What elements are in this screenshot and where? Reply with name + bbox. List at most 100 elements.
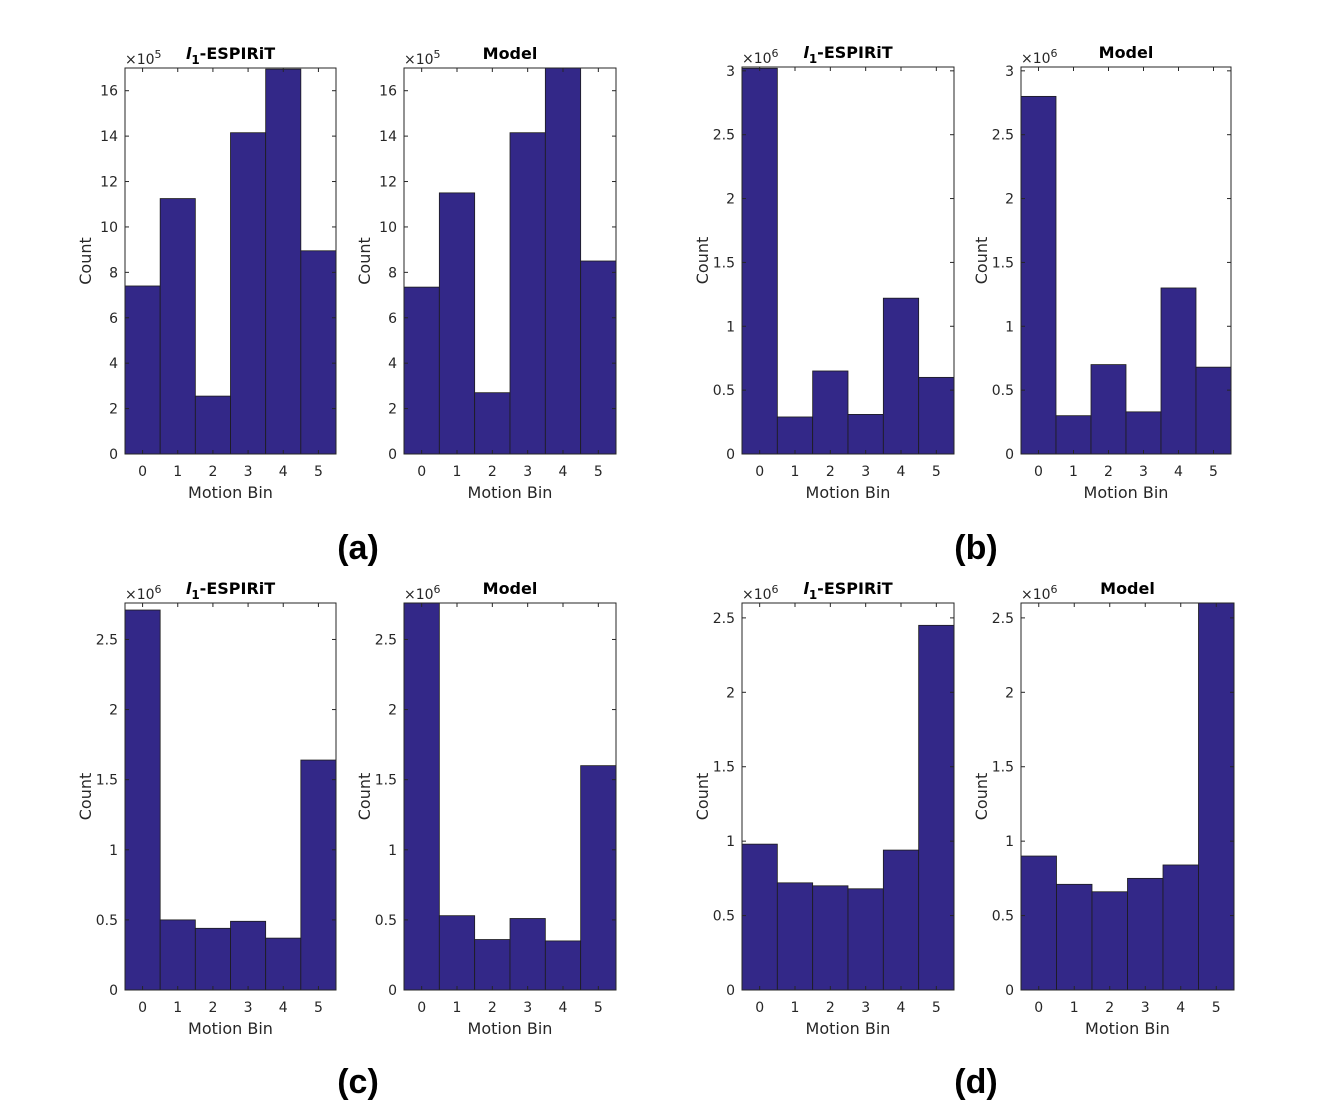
bar-5 — [1198, 602, 1235, 991]
axes-box — [124, 602, 337, 991]
y-tick-label: 8 — [109, 265, 118, 281]
chart-title: Model — [1100, 579, 1155, 598]
bar-2 — [194, 927, 231, 991]
y-tick-label: 0 — [1005, 447, 1014, 463]
y-tick-label: 1.5 — [713, 760, 735, 776]
bar-1 — [1055, 415, 1092, 455]
x-axis-label: Motion Bin — [806, 1019, 891, 1038]
bar-4 — [1162, 864, 1199, 991]
x-axis-label: Motion Bin — [806, 483, 891, 502]
x-axis-label: Motion Bin — [468, 483, 553, 502]
y-tick-label: 16 — [379, 84, 397, 100]
bar-1 — [776, 416, 814, 455]
exponent-label: ×105 — [404, 48, 441, 68]
y-tick-label: 0 — [388, 447, 397, 463]
y-axis-label: Count — [972, 237, 991, 285]
x-tick-label: 2 — [488, 1000, 497, 1016]
x-tick-label: 3 — [1141, 1000, 1150, 1016]
x-tick-label: 5 — [1212, 1000, 1221, 1016]
y-axis-label: Count — [972, 773, 991, 821]
axes-box — [1020, 602, 1235, 991]
x-tick-label: 4 — [559, 1000, 568, 1016]
bar-5 — [918, 376, 955, 455]
x-tick-label: 3 — [861, 464, 870, 480]
y-tick-label: 0.5 — [992, 909, 1014, 925]
x-tick-label: 5 — [314, 464, 323, 480]
y-tick-label: 1 — [1005, 834, 1014, 850]
x-tick-label: 2 — [488, 464, 497, 480]
y-tick-label: 1 — [388, 843, 397, 859]
y-tick-label: 2 — [109, 703, 118, 719]
bar-1 — [1056, 883, 1093, 991]
bar-1 — [159, 919, 196, 991]
chart-title: Model — [1099, 43, 1154, 62]
chart-title: l1-ESPIRiT — [186, 44, 275, 67]
y-tick-label: 10 — [379, 220, 397, 236]
bar-3 — [847, 888, 884, 991]
y-tick-label: 0.5 — [713, 383, 735, 399]
y-tick-label: 10 — [100, 220, 118, 236]
exponent-label: ×106 — [742, 47, 779, 67]
x-tick-label: 0 — [755, 1000, 764, 1016]
x-tick-label: 0 — [138, 464, 147, 480]
y-tick-label: 4 — [109, 356, 118, 372]
x-tick-label: 4 — [1176, 1000, 1185, 1016]
x-tick-label: 3 — [244, 1000, 253, 1016]
bar-1 — [438, 915, 476, 991]
x-tick-label: 5 — [932, 464, 941, 480]
exponent-label: ×105 — [125, 48, 162, 68]
bar-4 — [882, 297, 920, 455]
y-tick-label: 2.5 — [96, 632, 118, 648]
chart-title: l1-ESPIRiT — [186, 579, 275, 602]
x-tick-label: 5 — [1209, 464, 1218, 480]
bar-2 — [194, 395, 231, 455]
x-axis-label: Motion Bin — [468, 1019, 553, 1038]
y-tick-label: 0.5 — [992, 383, 1014, 399]
y-tick-label: 2 — [109, 402, 118, 418]
axes-box — [1020, 66, 1232, 455]
x-tick-label: 4 — [279, 1000, 288, 1016]
x-tick-label: 0 — [1034, 464, 1043, 480]
x-tick-label: 2 — [208, 464, 217, 480]
y-tick-label: 1.5 — [375, 773, 397, 789]
x-tick-label: 1 — [1070, 1000, 1079, 1016]
chart-title: Model — [483, 579, 538, 598]
x-tick-label: 1 — [1069, 464, 1078, 480]
bar-0 — [403, 602, 440, 991]
y-tick-label: 2 — [726, 192, 735, 208]
axes-box — [741, 66, 955, 455]
y-tick-label: 0 — [109, 983, 118, 999]
x-axis-label: Motion Bin — [188, 483, 273, 502]
bar-0 — [124, 609, 161, 991]
bar-4 — [544, 940, 582, 991]
x-tick-label: 4 — [897, 464, 906, 480]
bar-chart-8: 0 0.5 1 1.5 2 2.5 0 1 2 3 4 5 Motion Bin Count ×106 Mod… — [972, 579, 1235, 1038]
x-tick-label: 2 — [1104, 464, 1113, 480]
x-tick-label: 1 — [173, 1000, 182, 1016]
bar-0 — [403, 286, 440, 455]
bar-0 — [1020, 95, 1057, 455]
x-tick-label: 3 — [523, 464, 532, 480]
bar-1 — [159, 198, 196, 455]
bar-5 — [580, 765, 617, 991]
bar-2 — [1091, 891, 1128, 991]
y-axis-label: Count — [693, 237, 712, 285]
bar-5 — [580, 260, 617, 455]
y-tick-label: 1 — [726, 319, 735, 335]
y-tick-label: 1.5 — [992, 760, 1014, 776]
y-axis-label: Count — [76, 773, 95, 821]
y-tick-label: 2.5 — [992, 611, 1014, 627]
bar-4 — [1160, 287, 1197, 455]
panel-label-d: (d) — [954, 1063, 997, 1101]
y-tick-label: 0.5 — [96, 913, 118, 929]
bar-2 — [474, 939, 511, 991]
y-tick-label: 6 — [109, 311, 118, 327]
bar-5 — [300, 759, 337, 991]
x-tick-label: 1 — [453, 1000, 462, 1016]
bar-0 — [1020, 855, 1057, 991]
x-tick-label: 3 — [523, 1000, 532, 1016]
x-tick-label: 0 — [417, 1000, 426, 1016]
